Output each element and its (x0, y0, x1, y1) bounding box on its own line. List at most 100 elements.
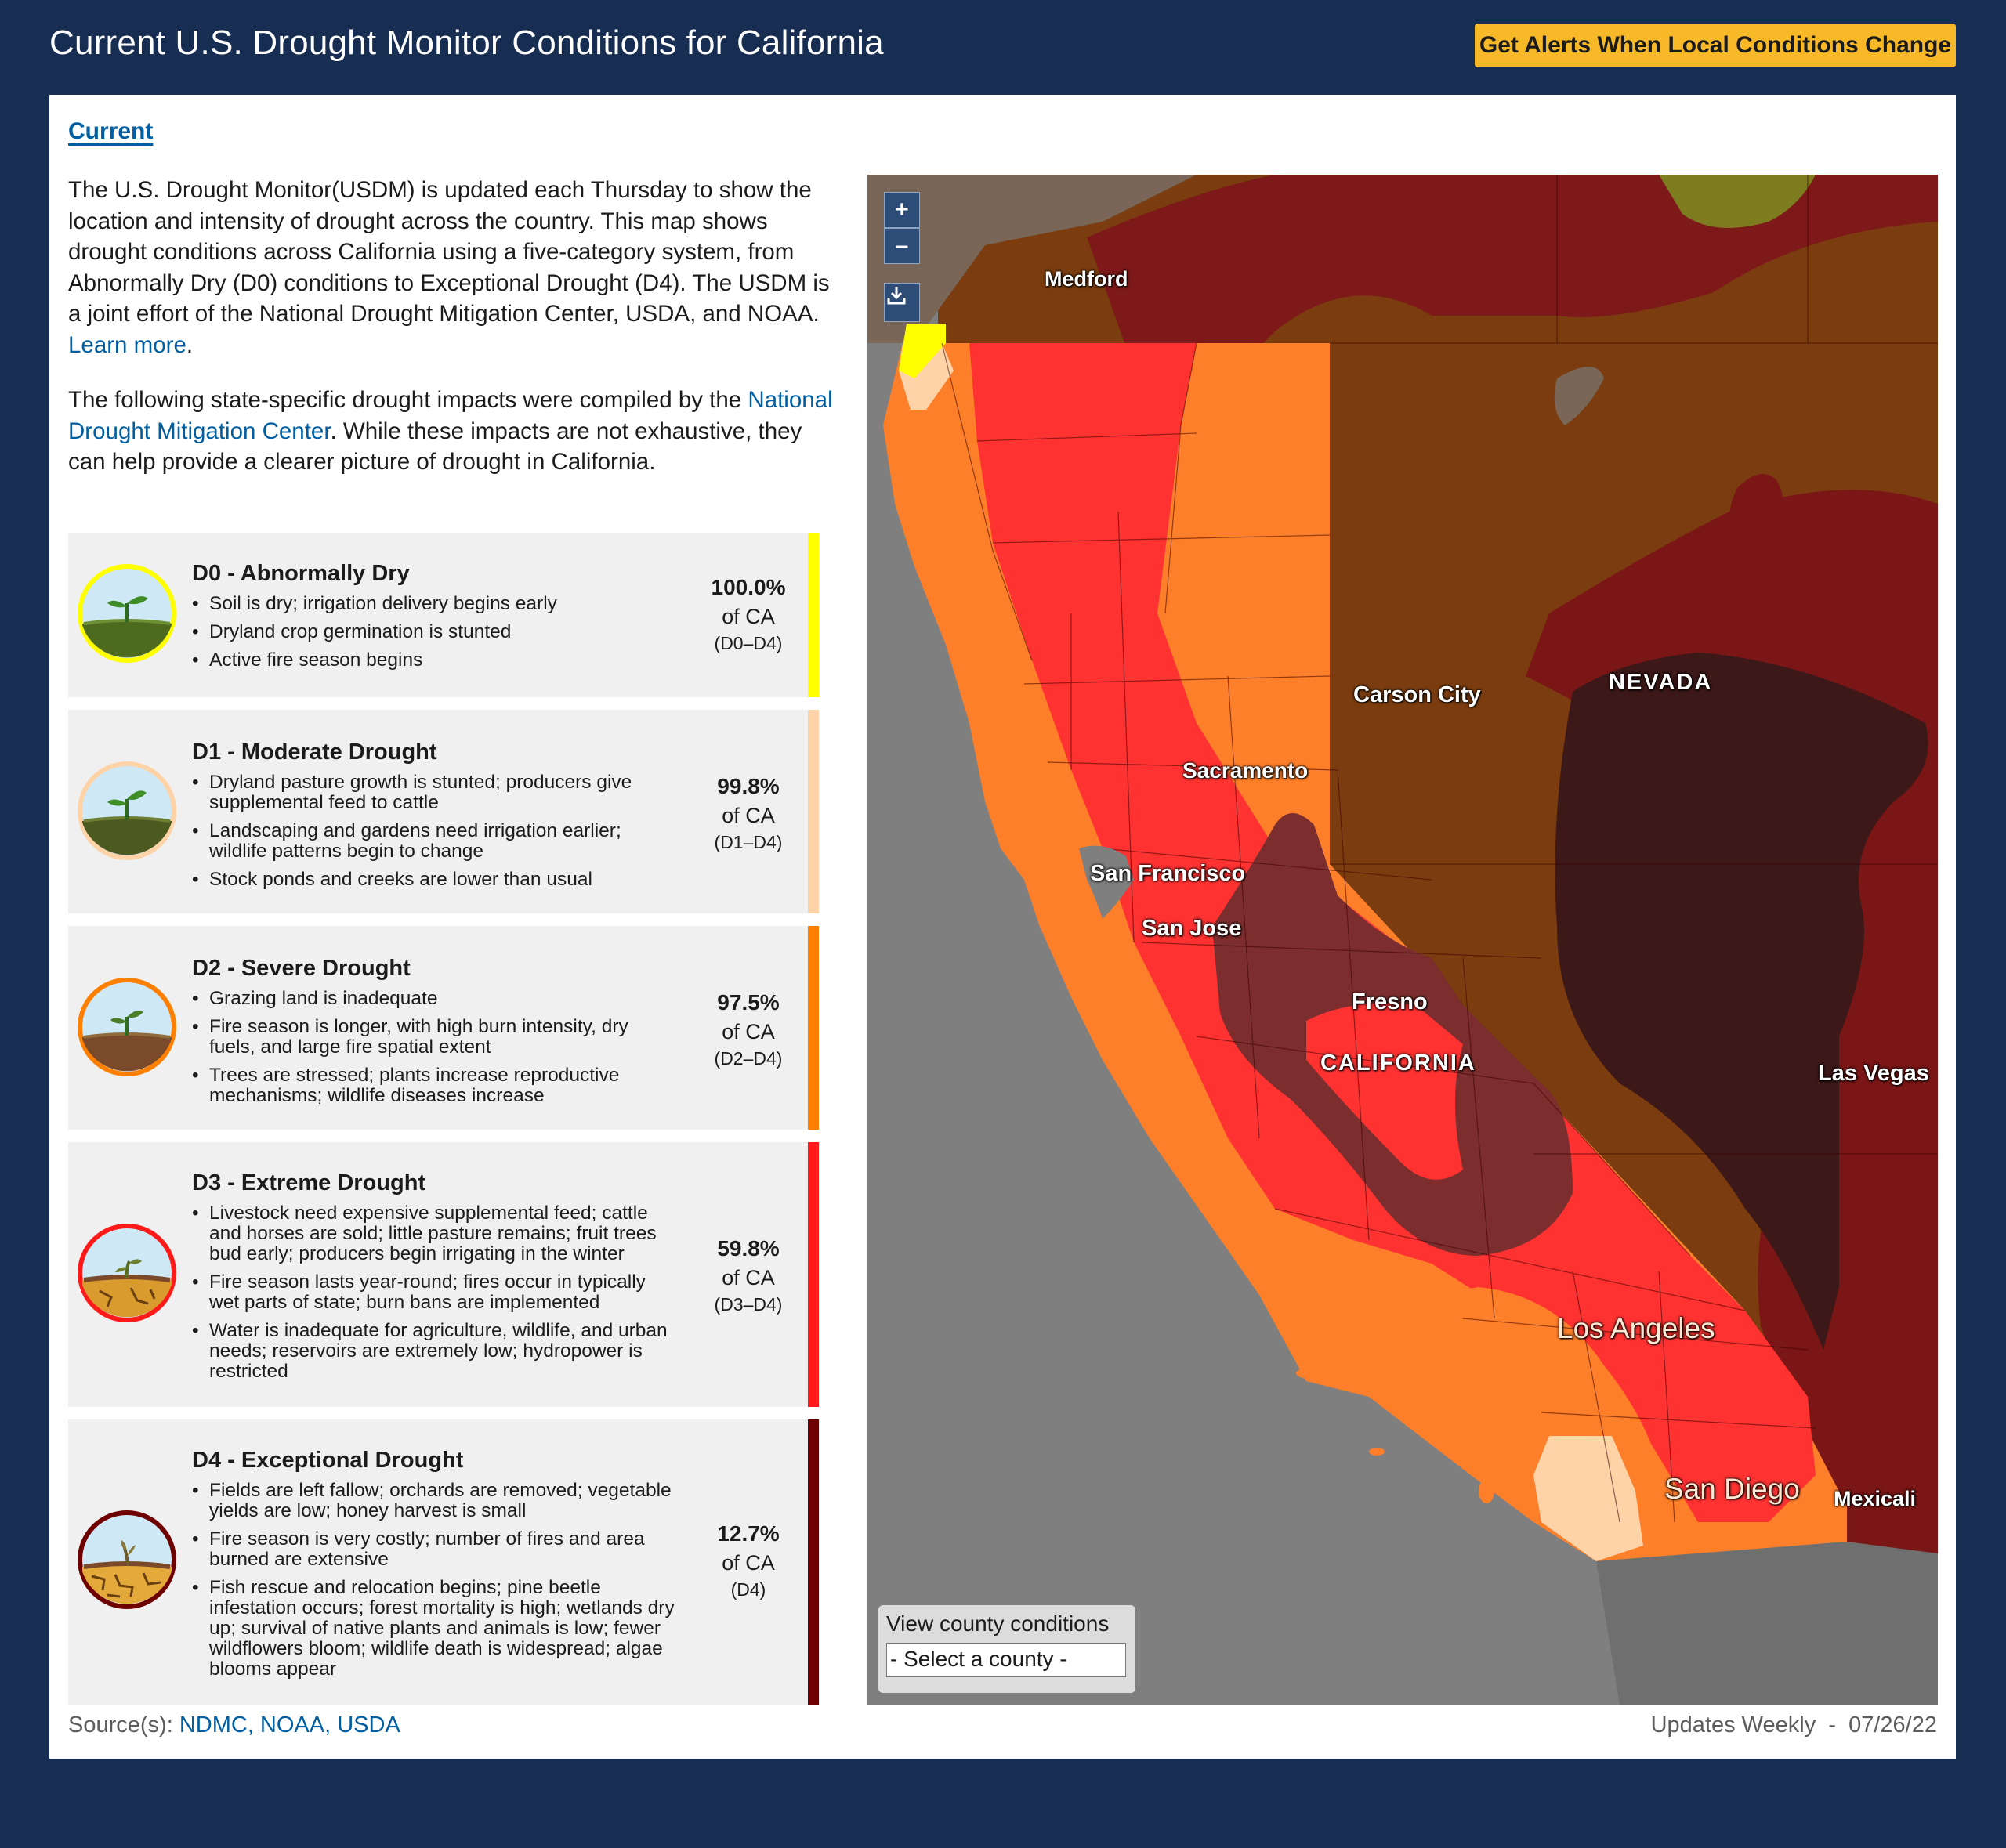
impact-item: Stock ponds and creeks are lower than us… (192, 870, 678, 891)
percent-range: (D3–D4) (714, 1294, 783, 1315)
island (1336, 1375, 1371, 1387)
impact-list: Soil is dry; irrigation delivery begins … (192, 594, 678, 678)
drought-map[interactable]: + – Medford Carson City NEVADA Sacrament… (867, 175, 1938, 1705)
california-d2-southcoast (1377, 1287, 1651, 1444)
category-color-bar (808, 710, 819, 913)
ndmc-link[interactable]: National Drought Mitigation Center (68, 387, 833, 444)
intro-text: The U.S. Drought Monitor(USDM) is update… (68, 177, 830, 327)
percent-value: 99.8% (717, 774, 780, 798)
impact-list: Grazing land is inadequate Fire season i… (192, 989, 678, 1114)
region-blob (1729, 474, 1783, 574)
region-gray-north (867, 175, 1197, 343)
impact-item: Fire season is very costly; number of fi… (192, 1529, 678, 1570)
map-label-carson-city: Carson City (1353, 682, 1481, 707)
source-line: Source(s): NDMC, NOAA, USDA (68, 1712, 400, 1738)
abnormally-dry-icon (78, 564, 176, 663)
map-label-fresno: Fresno (1352, 989, 1428, 1014)
impact-item: Livestock need expensive supplemental fe… (192, 1203, 678, 1264)
island (1369, 1448, 1385, 1456)
exceptional-drought-icon (78, 1510, 176, 1609)
learn-more-link[interactable]: Learn more (68, 331, 186, 358)
map-label-san-diego: San Diego (1664, 1473, 1800, 1505)
impact-item: Trees are stressed; plants increase repr… (192, 1065, 678, 1106)
county-select[interactable]: - Select a county - (886, 1643, 1126, 1677)
county-lines (941, 175, 1938, 1523)
impact-item: Fire season is longer, with high burn in… (192, 1017, 678, 1058)
california-d1-sandiego (1533, 1436, 1643, 1561)
map-label-sacramento: Sacramento (1182, 758, 1309, 783)
percent-of: of CA (722, 605, 775, 628)
zoom-control: + – (884, 192, 920, 264)
category-title: D1 - Moderate Drought (192, 740, 437, 765)
category-panel-d2: D2 - Severe Drought Grazing land is inad… (68, 926, 819, 1130)
zoom-out-button[interactable]: – (884, 228, 920, 264)
alerts-button[interactable]: Get Alerts When Local Conditions Change (1475, 24, 1956, 67)
category-color-bar (808, 1142, 819, 1407)
region-nevada-dark (1555, 653, 1928, 1350)
impact-item: Fish rescue and relocation begins; pine … (192, 1578, 678, 1680)
percent-range: (D2–D4) (714, 1048, 783, 1069)
impacts-pre: The following state-specific drought imp… (68, 387, 742, 413)
category-title: D2 - Severe Drought (192, 956, 411, 981)
category-panel-d3: D3 - Extreme Drought Livestock need expe… (68, 1142, 819, 1407)
california-d0-north (899, 324, 946, 378)
category-percent: 12.7% of CA (D4) (693, 1520, 803, 1601)
california-d3-valley (969, 343, 1816, 1522)
impact-item: Grazing land is inadequate (192, 989, 678, 1010)
source-links[interactable]: NDMC, NOAA, USDA (179, 1712, 400, 1738)
impact-item: Soil is dry; irrigation delivery begins … (192, 594, 678, 615)
percent-range: (D4) (730, 1579, 766, 1600)
map-label-las-vegas: Las Vegas (1818, 1061, 1929, 1086)
percent-value: 97.5% (717, 990, 780, 1014)
zoom-in-button[interactable]: + (884, 192, 920, 228)
region-olive (1659, 175, 1816, 228)
category-percent: 99.8% of CA (D1–D4) (693, 772, 803, 854)
download-icon (887, 287, 906, 305)
impact-list: Fields are left fallow; orchards are rem… (192, 1481, 678, 1687)
category-color-bar (808, 533, 819, 697)
impact-item: Fire season lasts year-round; fires occu… (192, 1272, 678, 1313)
impact-item: Landscaping and gardens need irrigation … (192, 821, 678, 862)
impact-item: Dryland crop germination is stunted (192, 622, 678, 643)
category-color-bar (808, 1419, 819, 1705)
mexico (1596, 1542, 1938, 1705)
region-nevada-red (1526, 222, 1938, 1705)
impact-item: Water is inadequate for agriculture, wil… (192, 1321, 678, 1382)
category-title: D3 - Extreme Drought (192, 1170, 426, 1195)
california-d4-inner-red (1306, 1003, 1463, 1180)
category-percent: 97.5% of CA (D2–D4) (693, 989, 803, 1070)
intro-paragraph: The U.S. Drought Monitor(USDM) is update… (68, 177, 830, 358)
map-label-nevada: NEVADA (1609, 670, 1713, 695)
map-label-san-francisco: San Francisco (1090, 861, 1246, 886)
sf-bay (1079, 845, 1134, 919)
island (1425, 1428, 1454, 1444)
category-percent: 59.8% of CA (D3–D4) (693, 1235, 803, 1316)
page-title: Current U.S. Drought Monitor Conditions … (49, 24, 884, 62)
impact-item: Dryland pasture growth is stunted; produ… (192, 772, 678, 813)
category-percent: 100.0% of CA (D0–D4) (693, 573, 803, 655)
download-button[interactable] (884, 283, 920, 322)
percent-value: 100.0% (711, 575, 786, 599)
map-label-mexicali: Mexicali (1834, 1487, 1917, 1510)
map-label-los-angeles: Los Angeles (1557, 1312, 1715, 1344)
category-title: D0 - Abnormally Dry (192, 561, 410, 586)
percent-of: of CA (722, 1020, 775, 1043)
county-label: View county conditions (886, 1611, 1110, 1636)
tab-current[interactable]: Current (68, 118, 154, 144)
severe-drought-icon (78, 978, 176, 1076)
island (1296, 1368, 1324, 1379)
impacts-post: . While these impacts are not exhaustive… (68, 418, 802, 476)
source-label: Source(s): (68, 1712, 173, 1738)
percent-range: (D1–D4) (714, 832, 783, 852)
impact-item: Fields are left fallow; orchards are rem… (192, 1481, 678, 1521)
category-panel-d4: D4 - Exceptional Drought Fields are left… (68, 1419, 819, 1705)
map-canvas[interactable] (867, 175, 1938, 1705)
percent-range: (D0–D4) (714, 633, 783, 653)
moderate-drought-icon (78, 761, 176, 860)
map-label-medford: Medford (1045, 267, 1128, 291)
extreme-drought-icon (78, 1224, 176, 1322)
content-card: Current The U.S. Drought Monitor(USDM) i… (49, 95, 1956, 1759)
percent-of: of CA (722, 1266, 775, 1289)
region-gray-nevada (1554, 367, 1604, 425)
percent-of: of CA (722, 804, 775, 827)
